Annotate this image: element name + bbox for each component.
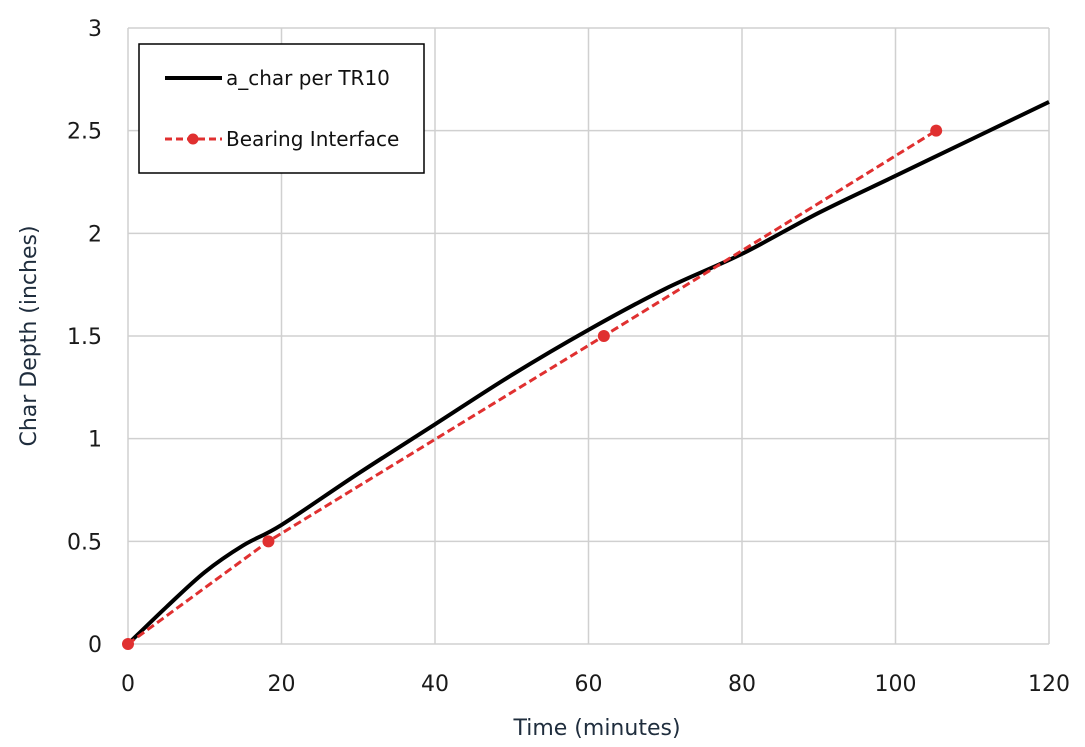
legend-label-series-1: a_char per TR10 <box>226 66 390 90</box>
legend: a_char per TR10 Bearing Interface <box>138 43 425 174</box>
legend-label-series-2: Bearing Interface <box>226 127 399 151</box>
x-tick-label: 120 <box>1028 672 1070 697</box>
x-tick-label: 20 <box>268 672 296 697</box>
y-axis-title: Char Depth (inches) <box>17 225 42 446</box>
x-axis-title: Time (minutes) <box>512 716 680 741</box>
y-tick-label: 2 <box>88 222 102 247</box>
y-tick-label: 3 <box>88 17 102 42</box>
series-lines <box>122 100 1050 650</box>
legend-marker-series-2 <box>187 133 199 145</box>
y-tick-label: 1.5 <box>67 325 102 350</box>
y-tick-label: 2.5 <box>67 120 102 145</box>
x-tick-label: 80 <box>728 672 756 697</box>
tick-labels: 0 0.5 1 1.5 2 2.5 3 0 20 40 60 80 100 120 <box>67 17 1070 697</box>
y-tick-label: 1 <box>88 428 102 453</box>
series-2-point <box>122 638 134 650</box>
y-tick-label: 0 <box>88 633 102 658</box>
y-tick-label: 0.5 <box>67 530 102 555</box>
series-2-point <box>262 535 275 548</box>
x-tick-label: 60 <box>575 672 603 697</box>
x-tick-label: 0 <box>121 672 135 697</box>
x-tick-label: 40 <box>421 672 449 697</box>
legend-box <box>138 43 425 174</box>
series-line-1 <box>126 100 1050 646</box>
x-tick-label: 100 <box>875 672 917 697</box>
series-2-point <box>597 330 610 342</box>
series-line-2 <box>127 129 937 646</box>
series-2-point <box>930 124 943 137</box>
